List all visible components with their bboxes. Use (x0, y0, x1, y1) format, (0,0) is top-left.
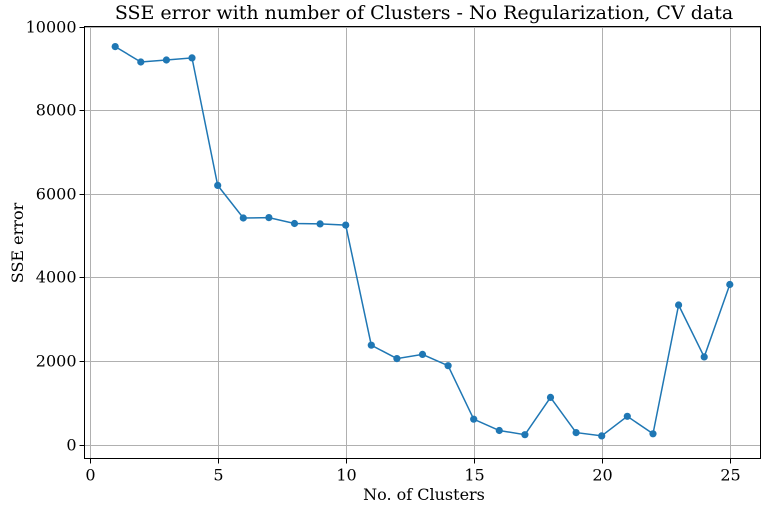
data-point (418, 350, 427, 358)
data-point (598, 432, 606, 440)
data-point (444, 362, 452, 370)
data-point (546, 393, 555, 401)
data-point (470, 415, 478, 423)
data-point (188, 54, 196, 62)
data-point (290, 219, 299, 228)
data-series (111, 43, 734, 440)
data-point (111, 43, 119, 51)
y-tick-label: 2000 (36, 352, 77, 371)
grid (84, 26, 761, 459)
y-tick-label: 0 (66, 436, 76, 455)
data-point (675, 301, 683, 309)
x-tick-label: 0 (85, 466, 95, 485)
data-point (265, 214, 273, 222)
x-tick-label: 20 (592, 466, 612, 485)
x-tick-label: 10 (336, 466, 356, 485)
data-point (700, 353, 708, 361)
chart-title: SSE error with number of Clusters - No R… (115, 2, 733, 24)
data-point (214, 181, 222, 189)
data-point (162, 56, 170, 64)
y-axis-label: SSE error (8, 202, 27, 283)
x-axis: 0 5 10 15 20 25 (85, 458, 741, 485)
y-tick-label: 6000 (36, 185, 77, 204)
data-point (521, 431, 529, 439)
y-tick-label: 4000 (36, 268, 77, 287)
plot-frame (84, 26, 761, 459)
data-point (316, 220, 324, 228)
data-point (137, 58, 145, 66)
data-point (393, 355, 401, 363)
y-tick-label: 8000 (36, 101, 77, 120)
y-axis: 0 2000 4000 6000 8000 10000 (26, 18, 85, 455)
x-tick-label: 25 (720, 466, 740, 485)
data-point (239, 214, 247, 222)
series-line (114, 45, 731, 437)
x-tick-label: 5 (213, 466, 223, 485)
data-point (726, 280, 734, 289)
y-tick-label: 10000 (26, 18, 77, 37)
data-point (623, 412, 631, 420)
data-point (572, 429, 580, 437)
data-point (495, 426, 503, 435)
x-axis-label: No. of Clusters (363, 485, 485, 504)
data-point (342, 221, 350, 229)
data-point (649, 430, 657, 438)
x-tick-label: 15 (464, 466, 484, 485)
data-point (367, 341, 375, 349)
